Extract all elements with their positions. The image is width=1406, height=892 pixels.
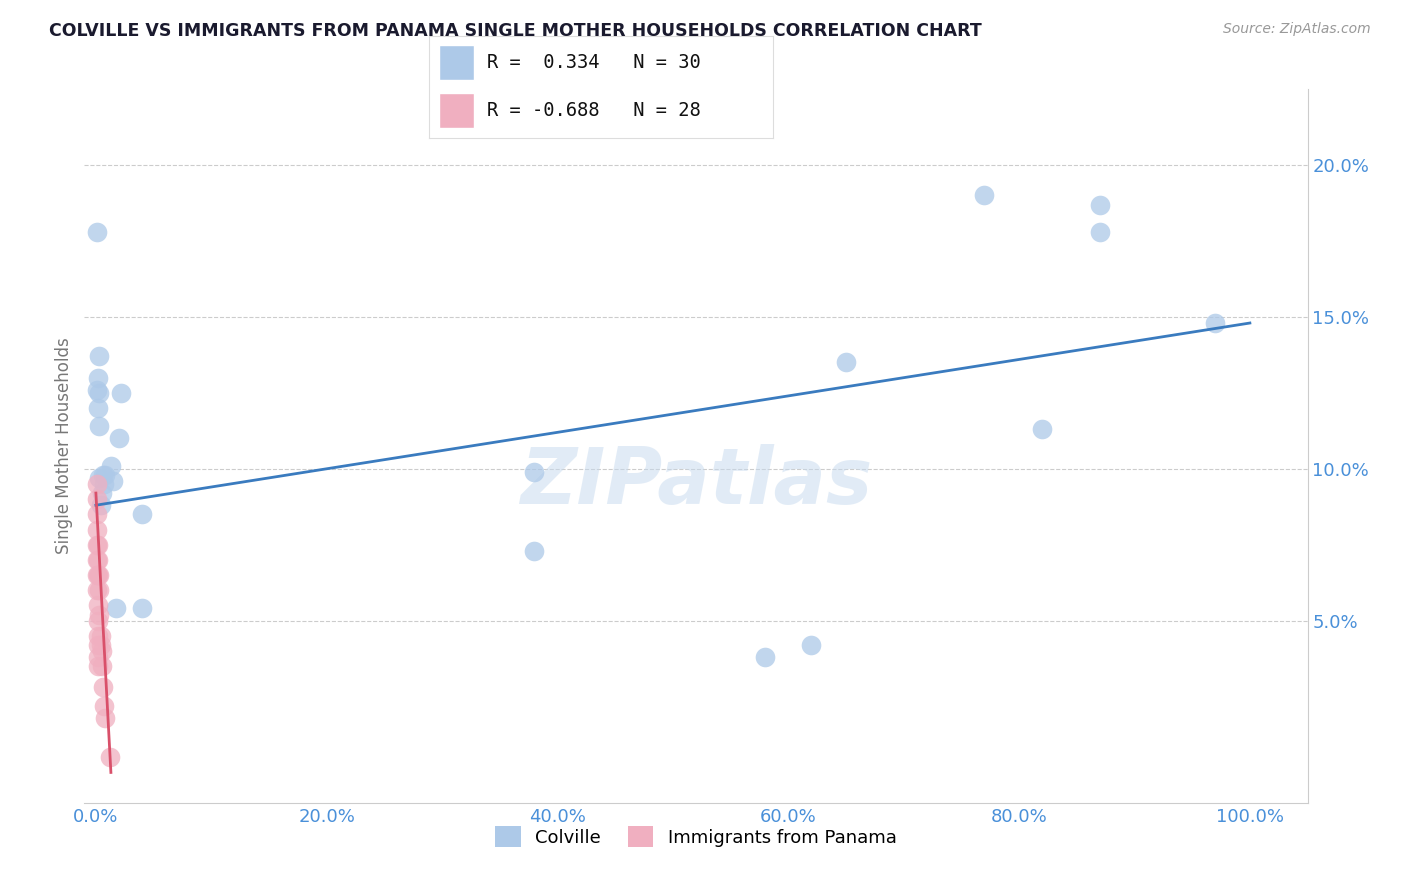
Point bbox=[800, 638, 823, 652]
Point bbox=[89, 498, 111, 512]
Point bbox=[103, 474, 125, 488]
Point bbox=[94, 467, 117, 482]
Text: R =  0.334   N = 30: R = 0.334 N = 30 bbox=[488, 53, 702, 72]
Point bbox=[131, 508, 153, 522]
Point bbox=[89, 471, 111, 485]
Point bbox=[87, 568, 110, 582]
Point bbox=[89, 638, 111, 652]
Y-axis label: Single Mother Households: Single Mother Households bbox=[55, 338, 73, 554]
Point bbox=[91, 681, 114, 695]
Point bbox=[86, 553, 108, 567]
Point bbox=[87, 614, 110, 628]
Bar bbox=[439, 93, 474, 128]
Point bbox=[104, 601, 127, 615]
Point bbox=[86, 225, 108, 239]
Point bbox=[87, 401, 110, 415]
Text: R = -0.688   N = 28: R = -0.688 N = 28 bbox=[488, 101, 702, 120]
Point bbox=[1088, 197, 1111, 211]
Point bbox=[89, 629, 111, 643]
Point bbox=[89, 419, 111, 434]
Legend: Colville, Immigrants from Panama: Colville, Immigrants from Panama bbox=[488, 819, 904, 855]
Point bbox=[90, 659, 112, 673]
Point bbox=[94, 711, 117, 725]
Point bbox=[89, 583, 111, 598]
Point bbox=[86, 492, 108, 507]
Point bbox=[108, 431, 131, 445]
Point bbox=[973, 188, 995, 202]
Point bbox=[87, 538, 110, 552]
Text: COLVILLE VS IMMIGRANTS FROM PANAMA SINGLE MOTHER HOUSEHOLDS CORRELATION CHART: COLVILLE VS IMMIGRANTS FROM PANAMA SINGL… bbox=[49, 22, 981, 40]
Point bbox=[87, 599, 110, 613]
Point bbox=[89, 607, 111, 622]
Point bbox=[91, 467, 114, 482]
Point bbox=[1204, 316, 1226, 330]
Point bbox=[86, 568, 108, 582]
Point bbox=[87, 659, 110, 673]
Point bbox=[100, 458, 122, 473]
Bar bbox=[439, 45, 474, 79]
Text: Source: ZipAtlas.com: Source: ZipAtlas.com bbox=[1223, 22, 1371, 37]
Point bbox=[86, 538, 108, 552]
Point bbox=[87, 629, 110, 643]
Point bbox=[98, 750, 121, 764]
Point bbox=[754, 650, 776, 665]
Point bbox=[523, 465, 546, 479]
Point bbox=[89, 350, 111, 364]
Point bbox=[87, 650, 110, 665]
Point bbox=[86, 583, 108, 598]
Point bbox=[86, 477, 108, 491]
Point bbox=[1088, 225, 1111, 239]
Point bbox=[90, 644, 112, 658]
Point bbox=[87, 370, 110, 384]
Point bbox=[1031, 422, 1053, 436]
Point bbox=[90, 486, 112, 500]
Point bbox=[86, 508, 108, 522]
Point bbox=[87, 638, 110, 652]
Point bbox=[86, 523, 108, 537]
Point bbox=[89, 385, 111, 400]
Point bbox=[93, 477, 115, 491]
Point bbox=[93, 698, 115, 713]
Point bbox=[131, 601, 153, 615]
Point bbox=[523, 543, 546, 558]
Text: ZIPatlas: ZIPatlas bbox=[520, 443, 872, 520]
Point bbox=[835, 355, 858, 369]
Point bbox=[110, 385, 132, 400]
Point bbox=[86, 383, 108, 397]
Point bbox=[87, 553, 110, 567]
Point bbox=[89, 568, 111, 582]
